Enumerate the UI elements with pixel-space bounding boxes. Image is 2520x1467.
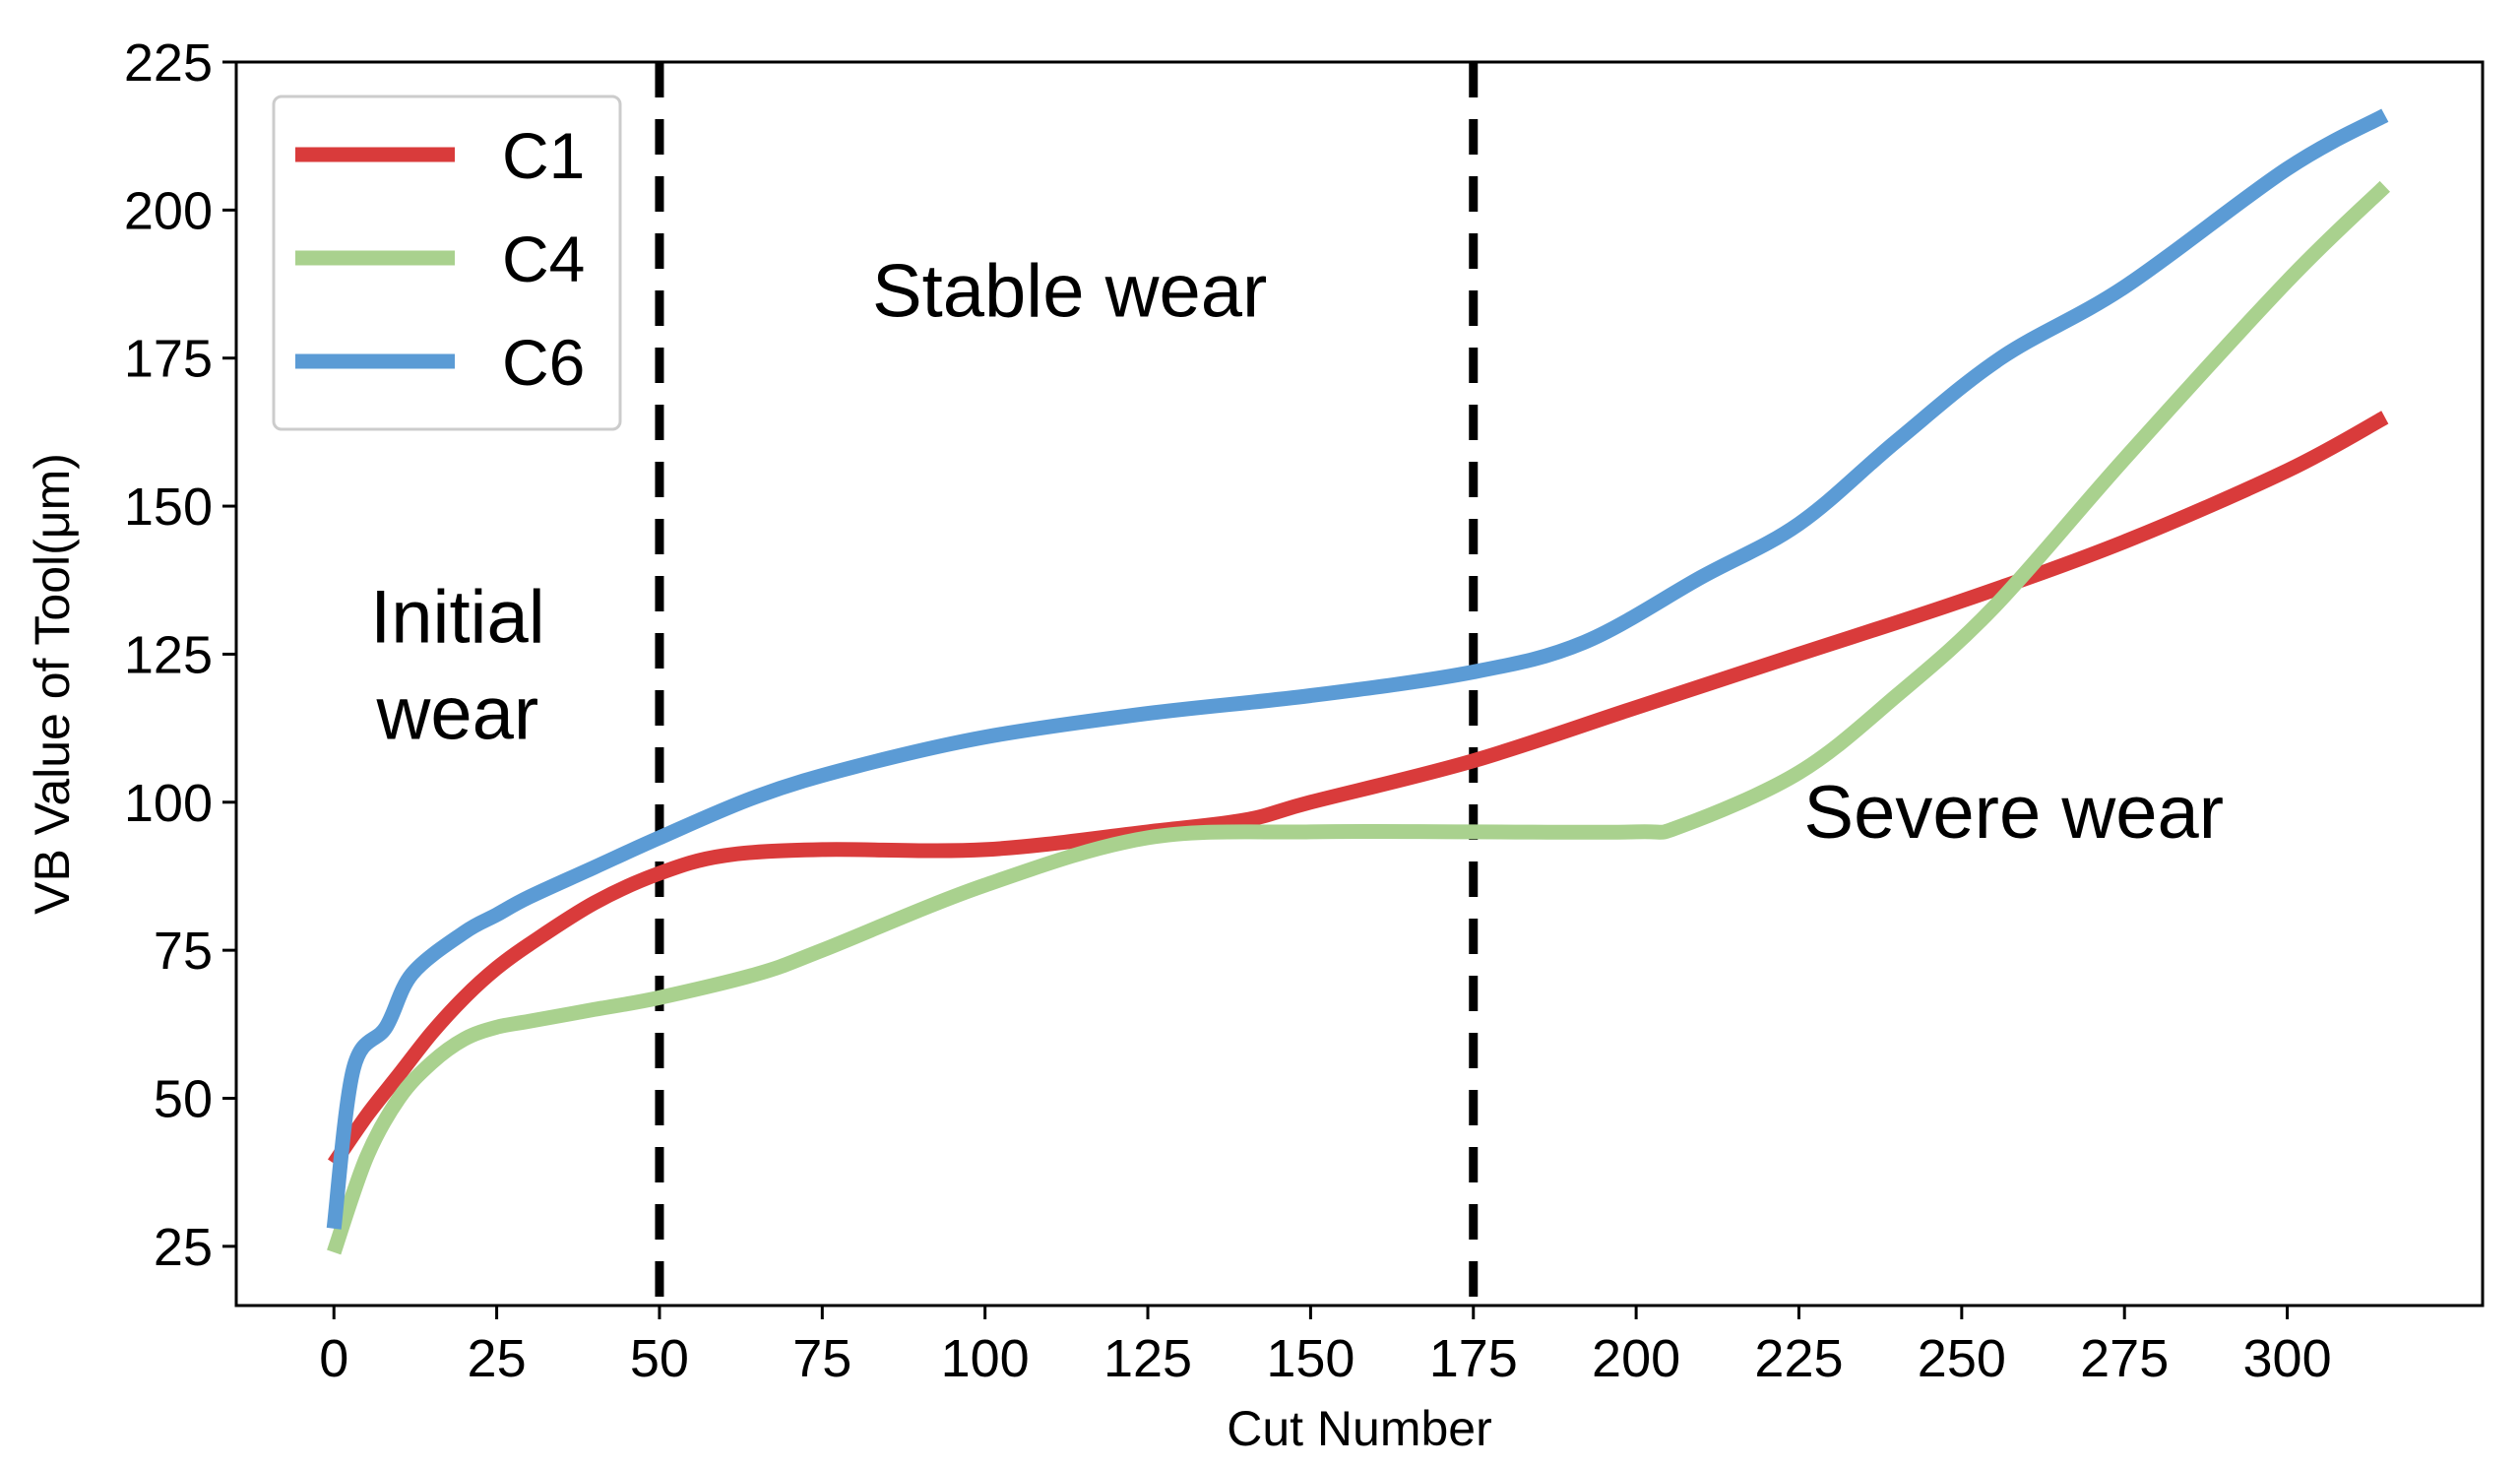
x-tick-label: 175 <box>1429 1329 1518 1388</box>
x-tick-label: 125 <box>1103 1329 1192 1388</box>
legend-label-c4: C4 <box>502 223 585 295</box>
legend-label-c6: C6 <box>502 326 585 399</box>
x-tick-label: 200 <box>1592 1329 1680 1388</box>
legend: C1 C4 C6 <box>272 95 622 431</box>
y-tick-label: 75 <box>154 922 213 981</box>
x-tick-label: 250 <box>1918 1329 2006 1388</box>
y-axis-title: VB Value of Tool(μm) <box>25 453 80 915</box>
x-tick-label: 225 <box>1754 1329 1843 1388</box>
series-lines <box>326 108 2391 1255</box>
phase-annotation: Stable wear <box>872 250 1267 334</box>
y-tick-label: 100 <box>124 774 213 833</box>
y-tick-label: 50 <box>154 1070 213 1129</box>
x-tick-label: 0 <box>319 1329 348 1388</box>
y-tick-label: 225 <box>124 33 213 93</box>
x-tick-label: 100 <box>941 1329 1030 1388</box>
phase-annotations: Initial wear Stable wear Severe wear <box>370 250 2224 855</box>
phase-dividers <box>655 62 1479 1306</box>
x-tick-label: 25 <box>468 1329 527 1388</box>
phase-annotation: Initial wear <box>370 575 544 755</box>
y-tick-label: 125 <box>124 625 213 684</box>
plot-area-frame <box>234 60 2485 1308</box>
x-axis: 0 25 50 75 100 125 150 175 200 225 250 275 300 <box>319 1306 2332 1388</box>
series-line-c4 <box>327 180 2391 1255</box>
x-tick-label: 50 <box>630 1329 689 1388</box>
x-tick-label: 150 <box>1266 1329 1354 1388</box>
x-tick-label: 75 <box>792 1329 851 1388</box>
y-tick-label: 150 <box>124 478 213 537</box>
legend-label-c1: C1 <box>502 119 585 192</box>
phase-annotation: Severe wear <box>1803 771 2224 855</box>
x-tick-label: 300 <box>2243 1329 2332 1388</box>
series-line-c6 <box>326 108 2389 1230</box>
x-axis-title: Cut Number <box>1227 1401 1492 1456</box>
y-tick-label: 200 <box>124 181 213 240</box>
y-tick-label: 175 <box>124 330 213 389</box>
y-tick-label: 25 <box>154 1218 213 1277</box>
x-tick-label: 275 <box>2080 1329 2169 1388</box>
y-axis: 25 50 75 100 125 150 175 200 225 <box>124 33 236 1277</box>
